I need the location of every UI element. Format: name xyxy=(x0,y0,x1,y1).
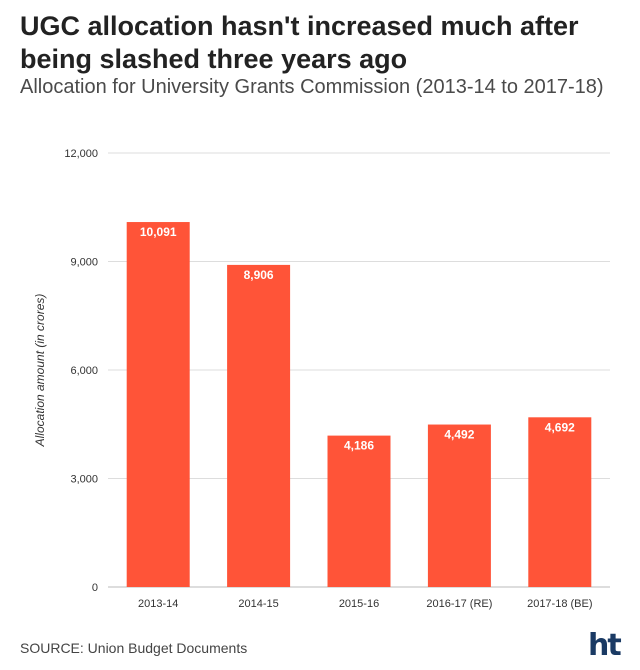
data-label: 8,906 xyxy=(244,268,274,282)
x-tick-label: 2015-16 xyxy=(339,598,379,610)
bar xyxy=(227,264,291,587)
ht-logo: ht xyxy=(588,628,622,663)
bars xyxy=(126,222,592,587)
x-tick-label: 2016-17 (RE) xyxy=(426,598,492,610)
bar xyxy=(126,222,190,587)
bar xyxy=(528,417,592,587)
y-tick-label: 9,000 xyxy=(70,257,98,269)
labels: 0 3,000 6,000 9,000 12,000 10,091 2013-14 8,906… xyxy=(64,148,592,610)
bar xyxy=(427,424,491,587)
bar-chart: 0 3,000 6,000 9,000 12,000 10,091 2013-14 8,906… xyxy=(33,148,610,610)
y-tick-label: 3,000 xyxy=(70,474,98,486)
data-label: 4,186 xyxy=(344,439,374,453)
bar xyxy=(327,435,391,587)
y-tick-label: 0 xyxy=(92,582,98,594)
chart-title: UGC allocation hasn't increased much aft… xyxy=(20,11,579,74)
data-label: 4,492 xyxy=(444,428,474,442)
x-tick-label: 2017-18 (BE) xyxy=(527,598,592,610)
y-axis-label: Allocation amount (in crores) xyxy=(33,294,47,448)
data-label: 4,692 xyxy=(545,420,575,434)
chart-subtitle: Allocation for University Grants Commiss… xyxy=(20,76,604,98)
x-tick-label: 2014-15 xyxy=(238,598,278,610)
x-tick-label: 2013-14 xyxy=(138,598,178,610)
data-label: 10,091 xyxy=(140,225,177,239)
gridlines xyxy=(108,152,610,588)
y-tick-label: 6,000 xyxy=(70,365,98,377)
source-note: SOURCE: Union Budget Documents xyxy=(20,640,248,656)
y-tick-label: 12,000 xyxy=(64,148,98,160)
